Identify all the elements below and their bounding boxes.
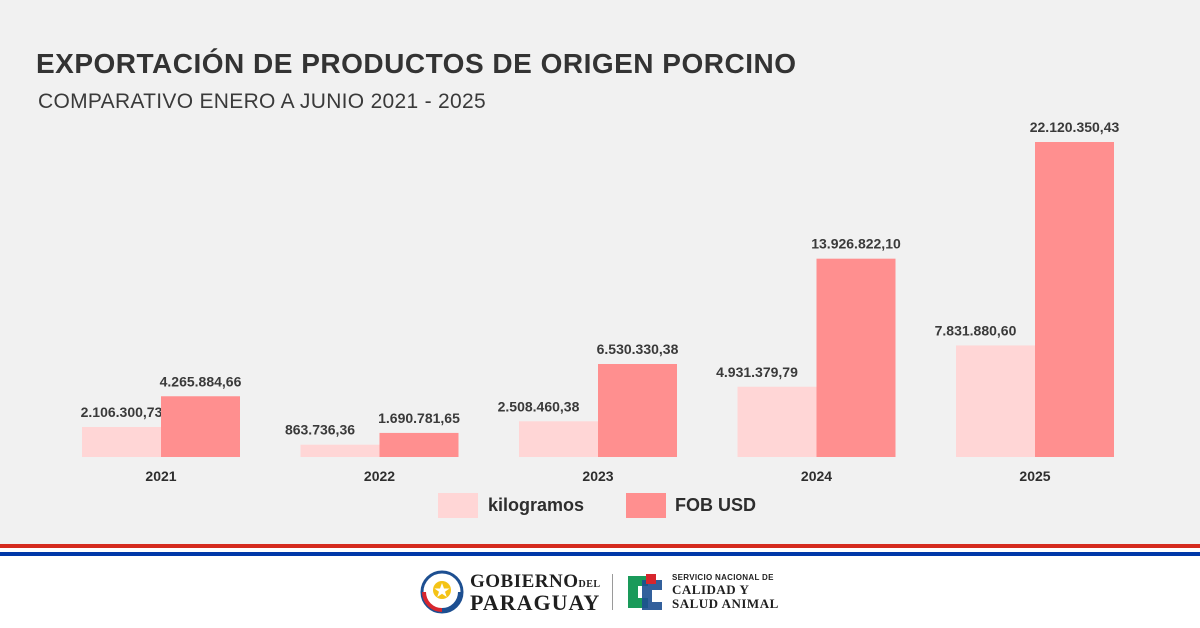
legend-label-kilogramos: kilogramos: [488, 495, 584, 515]
bar-fob-usd-2023: [598, 364, 677, 457]
senacsa-line-1: SERVICIO NACIONAL DE: [672, 573, 774, 582]
data-label-kilogramos-2025: 7.831.880,60: [935, 322, 1017, 338]
chart-subtitle: COMPARATIVO ENERO A JUNIO 2021 - 2025: [38, 90, 486, 113]
bar-fob-usd-2022: [379, 432, 459, 457]
logo-divider: [612, 574, 613, 610]
footer: [0, 556, 1200, 628]
data-label-kilogramos-2021: 2.106.300,73: [81, 404, 163, 420]
data-label-kilogramos-2023: 2.508.460,38: [498, 398, 580, 414]
senacsa-line-2: CALIDAD Y: [672, 582, 750, 597]
paraguay-coat-of-arms-icon: [420, 570, 464, 614]
bar-kilogramos-2025: [956, 345, 1035, 457]
bar-kilogramos-2024: [737, 386, 817, 457]
bar-fob-usd-2021: [161, 396, 240, 457]
flag-stripe-blue: [0, 552, 1200, 556]
flag-stripe-white: [0, 548, 1200, 552]
senacsa-line-3: SALUD ANIMAL: [672, 596, 779, 611]
gobierno-logo-text: GOBIERNODEL: [470, 571, 601, 592]
x-tick-label-2021: 2021: [145, 468, 176, 484]
bar-fob-usd-2025: [1035, 142, 1114, 457]
bar-kilogramos-2022: [300, 444, 380, 457]
data-label-fob-usd-2023: 6.530.330,38: [597, 341, 679, 357]
flag-stripe-red: [0, 544, 1200, 548]
data-label-kilogramos-2022: 863.736,36: [285, 422, 355, 438]
x-tick-label-2025: 2025: [1019, 468, 1050, 484]
senacsa-logo-icon: [628, 574, 662, 610]
x-tick-label-2023: 2023: [582, 468, 613, 484]
data-label-fob-usd-2022: 1.690.781,65: [378, 410, 460, 426]
x-tick-label-2022: 2022: [364, 468, 395, 484]
legend-swatch-fob-usd: [626, 493, 666, 518]
legend-label-fob-usd: FOB USD: [675, 495, 756, 515]
data-label-fob-usd-2024: 13.926.822,10: [811, 236, 901, 252]
data-label-fob-usd-2021: 4.265.884,66: [160, 373, 242, 389]
bar-chart: 2.106.300,73 4.265.884,66 2021 863.736,36 1.…: [81, 119, 1120, 518]
x-tick-label-2024: 2024: [801, 468, 832, 484]
data-label-fob-usd-2025: 22.120.350,43: [1030, 119, 1120, 135]
chart-title: EXPORTACIÓN DE PRODUCTOS DE ORIGEN PORCI…: [36, 48, 797, 79]
data-label-kilogramos-2024: 4.931.379,79: [716, 364, 798, 380]
bar-kilogramos-2021: [82, 427, 161, 457]
bar-fob-usd-2024: [816, 258, 896, 457]
legend-swatch-kilogramos: [438, 493, 478, 518]
bar-kilogramos-2023: [519, 421, 598, 457]
paraguay-logo-text: PARAGUAY: [470, 590, 601, 615]
